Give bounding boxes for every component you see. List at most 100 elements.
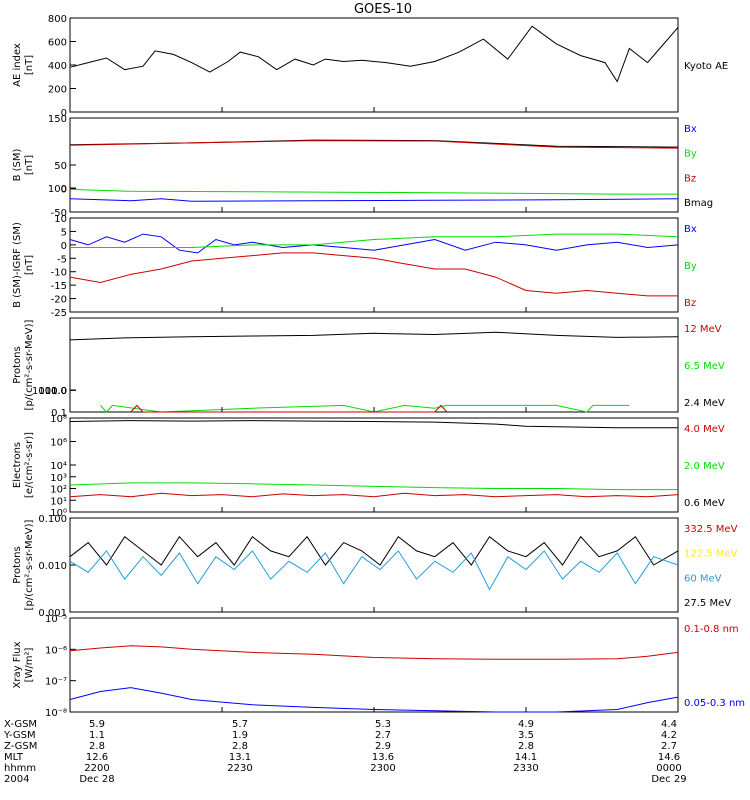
y-tick-label: 200 — [48, 85, 67, 96]
y-axis-label: [nT] — [24, 55, 35, 75]
legend-label: 4.0 MeV — [684, 424, 725, 435]
legend-label: By — [684, 261, 697, 272]
axis-row-label: Z-GSM — [4, 741, 37, 752]
y-tick-label: 0.010 — [38, 561, 67, 572]
legend-label: 332.5 MeV — [684, 524, 738, 535]
panel-3: -25 -20 -15 -10 -5 0 5 10 B (SM)-IGRF (SM) [nT] Bx… — [12, 214, 697, 319]
series-line-27-5-mev — [69, 535, 679, 566]
panel-7: 10⁻⁸ 10⁻⁷ 10⁻⁶ 10⁻⁵ Xray Flux [W/m²] 0.1-0.8 n… — [12, 614, 745, 719]
y-tick-label: 0 — [61, 185, 67, 196]
series-line-0-05-0-3-nm — [69, 687, 679, 713]
y-axis-label: Protons — [12, 346, 23, 383]
panel-6: 0.001 0.010 0.100 Protons [p/(cm²-s-sr-MeV)]… — [12, 514, 738, 619]
series-line-bz — [69, 140, 679, 149]
axis-row-value: 13.1 — [229, 752, 251, 763]
series-line-0-6-mev — [69, 420, 678, 429]
y-tick-label: 10¹ — [50, 496, 67, 507]
axis-row-value: 12.6 — [86, 752, 108, 763]
y-tick-label: 400 — [48, 61, 67, 72]
axis-row-value: 2230 — [227, 763, 252, 774]
legend-label: By — [684, 149, 697, 160]
y-tick-label: 1.0 — [51, 386, 67, 397]
axis-row-value: 1.1 — [89, 730, 105, 741]
panel-frame — [69, 317, 679, 413]
axis-row-value: 4.9 — [518, 719, 534, 730]
series-line-4-0-mev — [69, 492, 679, 498]
y-tick-label: -25 — [51, 308, 67, 319]
axis-row-label: Y-GSM — [3, 730, 36, 741]
axis-row-value: 5.3 — [375, 719, 391, 730]
axis-row-value: 4.4 — [661, 719, 677, 730]
legend-label: Kyoto AE — [684, 61, 728, 72]
axis-row-value: 2200 — [84, 763, 109, 774]
y-axis-label: AE index — [12, 43, 23, 87]
series-line-0-1-0-8-nm — [69, 645, 679, 660]
series-line-bx — [69, 233, 679, 254]
legend-label: Bz — [684, 173, 696, 184]
axis-row-value: 2.8 — [89, 741, 105, 752]
axis-row-value: 4.2 — [661, 730, 677, 741]
axis-row-value: 2.8 — [518, 741, 534, 752]
legend-label: 60 MeV — [684, 573, 722, 584]
legend-label: Bz — [684, 298, 696, 309]
axis-row-value: 0000 — [656, 763, 681, 774]
panel-2: -50 0 50 100 150 B (SM) [nT] Bx By Bz Bmag — [12, 114, 713, 219]
legend-label: 2.4 MeV — [684, 398, 725, 409]
panel-frame — [69, 117, 679, 213]
series-line-by — [70, 233, 679, 248]
axis-row-value: 5.7 — [232, 719, 248, 730]
series-line-2-4-mev — [69, 331, 679, 341]
series-line-bx — [69, 198, 679, 202]
y-tick-label: 0.100 — [38, 514, 67, 525]
series-line-6-5-mev — [100, 404, 630, 413]
time-axis-table: X-GSM 5.9 5.7 5.3 4.9 4.4 Y-GSM 1.1 1.9 2.7 3.5 4.2… — [3, 719, 687, 785]
axis-row-value: 2.7 — [375, 730, 391, 741]
y-tick-label: 10⁻⁸ — [45, 708, 67, 719]
y-tick-label: -5 — [57, 254, 67, 265]
y-axis-label: [p/(cm²-s-sr-MeV)] — [24, 519, 35, 610]
y-tick-label: 10.0 — [45, 386, 67, 397]
axis-row-label: 2004 — [4, 774, 29, 785]
y-tick-label: 10⁴ — [50, 461, 67, 472]
series-line-2-0-mev — [69, 482, 678, 491]
y-tick-label: 10⁻⁵ — [45, 614, 67, 625]
series-line-60-mev — [69, 550, 679, 591]
legend-label: 0.05-0.3 nm — [684, 698, 745, 709]
y-tick-label: 10⁰ — [50, 508, 67, 519]
axis-row-value: 2.7 — [661, 741, 677, 752]
series-line-bz — [69, 252, 678, 297]
y-axis-label: Xray Flux — [12, 641, 23, 688]
y-axis-label: Protons — [12, 546, 23, 583]
axis-row-value: 14.1 — [515, 752, 537, 763]
y-axis-label: B (SM)-IGRF (SM) — [12, 222, 23, 308]
axis-row-label: MLT — [4, 752, 24, 763]
y-tick-label: 10⁸ — [50, 414, 67, 425]
panel-1: 0 200 400 600 800 AE index [nT] Kyoto AE — [12, 14, 728, 119]
axis-row-value: 2.9 — [375, 741, 391, 752]
axis-row-label: X-GSM — [4, 719, 37, 730]
y-tick-label: 10⁻⁶ — [45, 645, 67, 656]
y-tick-label: 600 — [48, 38, 67, 49]
legend-label: 0.1-0.8 nm — [684, 624, 739, 635]
series-line-by — [69, 188, 678, 195]
series-line-kyoto-ae — [69, 25, 679, 83]
panel-frame — [69, 217, 679, 313]
legend-label: 0.6 MeV — [684, 498, 725, 509]
legend-label: Bmag — [684, 198, 713, 209]
axis-row-value: Dec 29 — [651, 774, 686, 785]
legend-label: 27.5 MeV — [684, 598, 731, 609]
axis-row-label: hhmm — [4, 763, 36, 774]
y-tick-label: 100.0 — [38, 386, 67, 397]
axis-row-value: 14.6 — [658, 752, 680, 763]
y-tick-label: -50 — [51, 208, 67, 219]
legend-label: Bx — [684, 224, 697, 235]
series-line-12-mev — [130, 404, 448, 413]
y-tick-label: 10⁻⁷ — [45, 677, 67, 688]
axis-row-value: 3.5 — [518, 730, 534, 741]
y-tick-label: 800 — [48, 14, 67, 25]
y-tick-label: -15 — [51, 281, 67, 292]
y-axis-label: Electrons — [12, 442, 23, 488]
